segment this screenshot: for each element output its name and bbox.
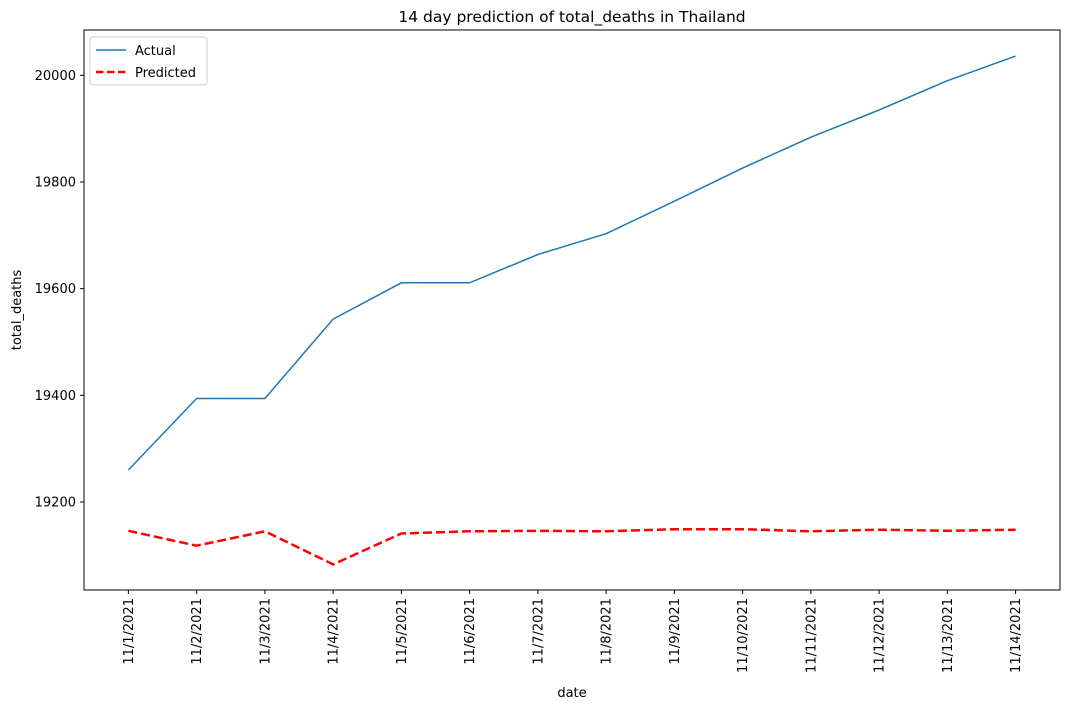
legend: Actual Predicted <box>89 36 208 86</box>
x-tick-label: 11/2/2021 <box>190 598 205 665</box>
x-tick-label: 11/14/2021 <box>1009 598 1024 673</box>
x-tick-label: 11/13/2021 <box>941 598 956 673</box>
x-tick-label: 11/7/2021 <box>531 598 546 665</box>
y-tick-label: 19800 <box>35 176 76 191</box>
x-tick-label: 11/12/2021 <box>873 598 888 673</box>
chart-title: 14 day prediction of total_deaths in Tha… <box>398 8 745 27</box>
x-tick-label: 11/1/2021 <box>122 598 137 665</box>
y-tick-label: 20000 <box>35 69 76 84</box>
x-tick-label: 11/8/2021 <box>600 598 615 665</box>
y-tick-label: 19200 <box>35 496 76 511</box>
x-tick-label: 11/11/2021 <box>804 598 819 673</box>
plot-area <box>83 29 1061 591</box>
x-tick-label: 11/10/2021 <box>736 598 751 673</box>
x-tick-label: 11/6/2021 <box>463 598 478 665</box>
x-tick-label: 11/5/2021 <box>395 598 410 665</box>
series-line-actual <box>127 55 1016 471</box>
series-line-predicted <box>128 527 1016 566</box>
legend-label-actual: Actual <box>135 44 176 59</box>
x-tick-label: 11/4/2021 <box>327 598 342 665</box>
x-axis-label: date <box>557 686 586 701</box>
x-tick-label: 11/9/2021 <box>668 598 683 665</box>
y-tick-label: 19400 <box>35 389 76 404</box>
x-tick-label: 11/3/2021 <box>258 598 273 665</box>
y-axis-label: total_deaths <box>10 270 25 351</box>
legend-label-predicted: Predicted <box>135 66 196 81</box>
y-tick-label: 19600 <box>35 282 76 297</box>
